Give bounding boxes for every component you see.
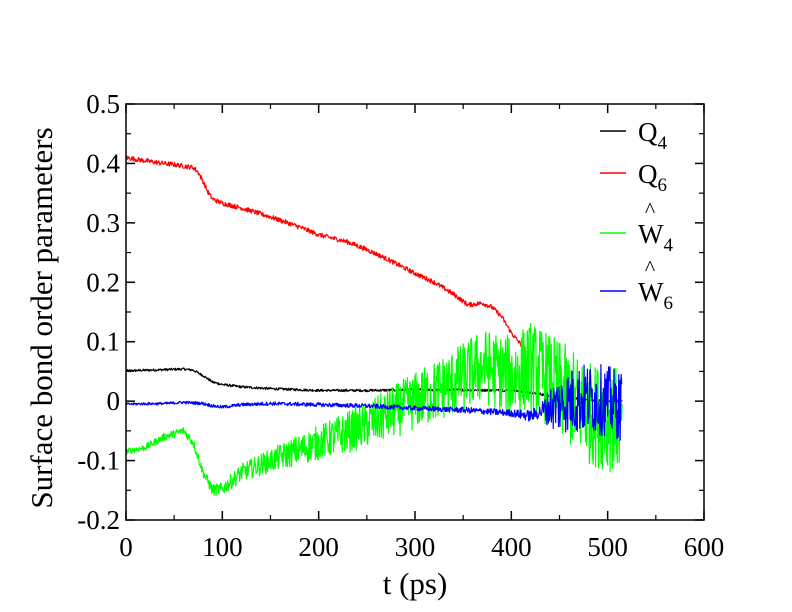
legend-label-subscript: 6	[658, 175, 668, 196]
legend-item-q4: Q4	[600, 117, 668, 154]
y-tick-label: -0.2	[77, 505, 120, 535]
x-axis-title: t (ps)	[383, 566, 448, 601]
legend-label-subscript: 4	[658, 133, 668, 154]
legend-label-main: W	[638, 219, 664, 249]
legend-label-subscript: 4	[663, 235, 673, 256]
x-tick-label: 400	[491, 532, 532, 562]
legend-hat-accent: ^	[645, 255, 656, 280]
x-tick-label: 300	[395, 532, 436, 562]
legend-label-subscript: 6	[663, 293, 673, 314]
legend-label: W6	[638, 277, 673, 314]
legend-item-w4: W4^	[600, 197, 673, 256]
y-tick-label: 0.3	[86, 208, 120, 238]
y-tick-label: 0.2	[86, 267, 120, 297]
y-tick-label: 0	[107, 386, 121, 416]
legend-hat-accent: ^	[645, 197, 656, 222]
series-layer	[125, 155, 623, 497]
legend-label-main: W	[638, 277, 664, 307]
y-tick-label: 0.4	[86, 148, 120, 178]
x-tick-label: 200	[298, 532, 339, 562]
x-tick-label: 0	[119, 532, 133, 562]
legend-item-q6: Q6	[600, 159, 667, 196]
legend-label: Q4	[638, 117, 668, 154]
y-tick-label: -0.1	[77, 446, 120, 476]
legend-label: W4	[638, 219, 673, 256]
series-line-q6	[125, 155, 527, 353]
x-tick-label: 100	[202, 532, 243, 562]
legend-item-w6: W6^	[600, 255, 673, 314]
x-tick-label: 500	[587, 532, 628, 562]
series-line-w6	[125, 364, 623, 441]
x-tick-label: 600	[684, 532, 725, 562]
series-line-w4	[125, 322, 623, 497]
legend-label-main: Q	[638, 159, 658, 189]
y-tick-label: 0.5	[86, 89, 120, 119]
y-tick-label: 0.1	[86, 327, 120, 357]
ticks-layer: 0 100 200 300 400 500 600 -0.2 -0.1 0 0.1 0.2 0.3 0.4…	[77, 89, 724, 562]
y-axis-title: Surface bond order parameters	[24, 127, 59, 508]
legend-label-main: Q	[638, 117, 658, 147]
legend-label: Q6	[638, 159, 667, 196]
